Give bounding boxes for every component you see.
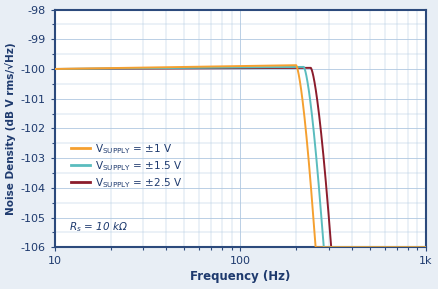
Y-axis label: Noise Density (dB V rms/√Hz): Noise Density (dB V rms/√Hz)	[6, 42, 16, 215]
X-axis label: Frequency (Hz): Frequency (Hz)	[190, 271, 290, 284]
Text: R$_\mathregular{s}$ = 10 kΩ: R$_\mathregular{s}$ = 10 kΩ	[70, 221, 128, 234]
Legend: V$_\mathregular{SUPPLY}$ = $\pm$1 V, V$_\mathregular{SUPPLY}$ = $\pm$1.5 V, V$_\: V$_\mathregular{SUPPLY}$ = $\pm$1 V, V$_…	[71, 142, 182, 190]
